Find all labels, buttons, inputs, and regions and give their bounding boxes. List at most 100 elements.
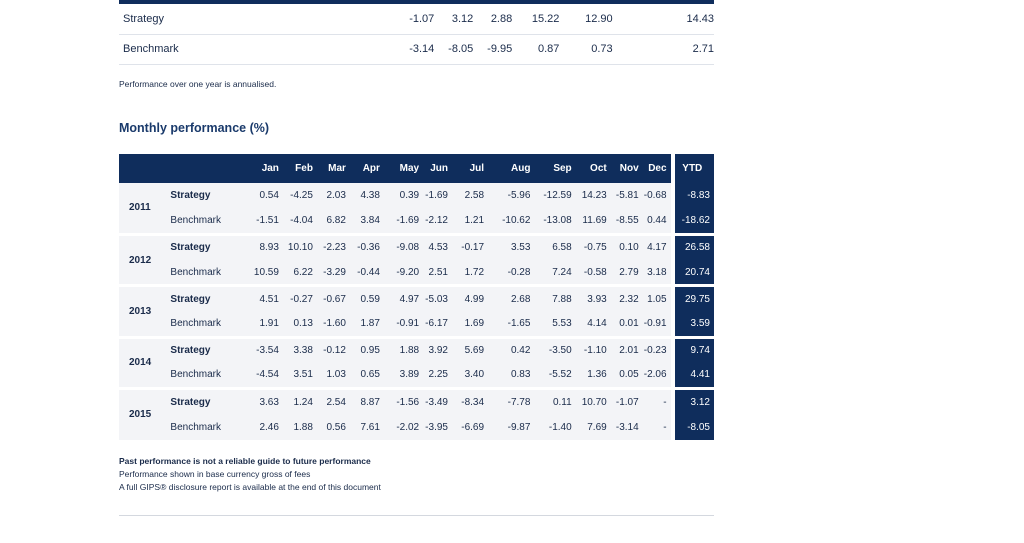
ytd-value: -8.05 [670,414,714,440]
summary-value: 12.90 [559,4,613,35]
monthly-value: -2.23 [316,232,350,261]
series-label: Strategy [166,335,245,363]
monthly-value: -1.56 [383,387,424,415]
ytd-value: -8.83 [670,183,714,209]
monthly-value: -2.02 [383,414,424,440]
monthly-row-benchmark: Benchmark 2.46 1.88 0.56 7.61 -2.02 -3.95 -6.69… [119,414,714,440]
year-label: 2013 [119,284,167,338]
monthly-performance-title: Monthly performance (%) [119,121,270,135]
monthly-value: 1.88 [383,335,424,363]
ytd-value: 4.41 [670,362,714,389]
header-blank [119,154,245,183]
monthly-value: -13.08 [534,208,576,235]
monthly-value: -0.75 [575,232,611,261]
month-header: Aug [488,154,535,183]
series-label: Strategy [166,387,245,415]
monthly-value: -10.62 [488,208,535,235]
monthly-value: -1.69 [423,183,452,209]
monthly-value: 2.54 [316,387,350,415]
monthly-value: 0.11 [534,387,576,415]
monthly-value: -5.52 [534,362,576,389]
month-header: Dec [642,154,673,183]
monthly-value: 3.93 [575,284,611,312]
series-label: Benchmark [166,362,245,389]
month-header: May [383,154,424,183]
monthly-value: 0.95 [349,335,384,363]
monthly-value: 14.23 [575,183,611,209]
monthly-value: 0.83 [488,362,535,389]
monthly-value: -7.78 [488,387,535,415]
month-header: Mar [316,154,350,183]
monthly-value: -0.27 [282,284,317,312]
monthly-value: -1.40 [534,414,576,440]
ytd-header: YTD [670,154,714,183]
monthly-value: 2.58 [451,183,489,209]
monthly-value: 3.92 [423,335,452,363]
month-header: Jul [451,154,489,183]
monthly-value: -2.12 [423,208,452,235]
monthly-value: -1.07 [610,387,643,415]
monthly-value: 6.58 [534,232,576,261]
monthly-value: 4.53 [423,232,452,261]
monthly-value: 1.69 [451,311,489,338]
monthly-value: 3.51 [282,362,317,389]
monthly-value: 10.59 [244,260,283,286]
monthly-value: - [642,387,673,415]
ytd-value: 3.12 [670,387,714,415]
monthly-value: 0.13 [282,311,317,338]
monthly-value: -0.58 [575,260,611,286]
monthly-value: 2.01 [610,335,643,363]
monthly-value: 1.21 [451,208,489,235]
monthly-value: 6.22 [282,260,317,286]
monthly-row-strategy: 2014 Strategy -3.54 3.38 -0.12 0.95 1.88 3.92 5.… [119,335,714,389]
month-header: Sep [534,154,576,183]
series-label: Benchmark [166,260,245,286]
month-header: Feb [282,154,317,183]
monthly-value: 8.87 [349,387,384,415]
monthly-value: 0.10 [610,232,643,261]
past-performance-disclaimer: Past performance is not a reliable guide… [119,456,371,466]
summary-row: Strategy -1.07 3.12 2.88 15.22 12.90 14.43 [119,4,714,35]
monthly-value: 6.82 [316,208,350,235]
monthly-value: 0.39 [383,183,424,209]
monthly-value: 7.88 [534,284,576,312]
summary-row: Benchmark -3.14 -8.05 -9.95 0.87 0.73 2.71 [119,34,714,65]
year-label: 2012 [119,232,167,286]
series-label: Benchmark [166,414,245,440]
ytd-value: -18.62 [670,208,714,235]
ytd-value: 3.59 [670,311,714,338]
monthly-value: 7.61 [349,414,384,440]
summary-value: -3.14 [178,34,435,65]
annualised-note: Performance over one year is annualised. [119,79,277,89]
year-label: 2015 [119,386,167,440]
monthly-value: -4.54 [244,362,283,389]
monthly-value: -1.65 [488,311,535,338]
summary-table-top-bar [119,0,714,4]
summary-performance-table: Strategy -1.07 3.12 2.88 15.22 12.90 14.43 Benc… [119,4,714,65]
fees-note: Performance shown in base currency gross… [119,469,311,479]
summary-value: 0.73 [559,34,613,65]
monthly-value: -12.59 [534,183,576,209]
series-label: Benchmark [166,311,245,338]
monthly-value: 3.84 [349,208,384,235]
monthly-row-benchmark: Benchmark -4.54 3.51 1.03 0.65 3.89 2.25 3.40 0.… [119,362,714,389]
monthly-value: -9.20 [383,260,424,286]
monthly-value: -9.87 [488,414,535,440]
monthly-value: 3.18 [642,260,673,286]
monthly-value: -9.08 [383,232,424,261]
summary-value: -8.05 [434,34,474,65]
monthly-value: -3.95 [423,414,452,440]
monthly-value: 4.97 [383,284,424,312]
monthly-value: -1.10 [575,335,611,363]
month-header: Oct [575,154,611,183]
monthly-value: -0.44 [349,260,384,286]
summary-value: 3.12 [434,4,474,35]
footnotes: Past performance is not a reliable guide… [119,455,381,494]
ytd-value: 29.75 [670,284,714,312]
monthly-value: -3.49 [423,387,452,415]
monthly-value: 2.03 [316,183,350,209]
monthly-value: -5.03 [423,284,452,312]
monthly-value: -5.81 [610,183,643,209]
monthly-value: -2.06 [642,362,673,389]
monthly-value: 0.56 [316,414,350,440]
